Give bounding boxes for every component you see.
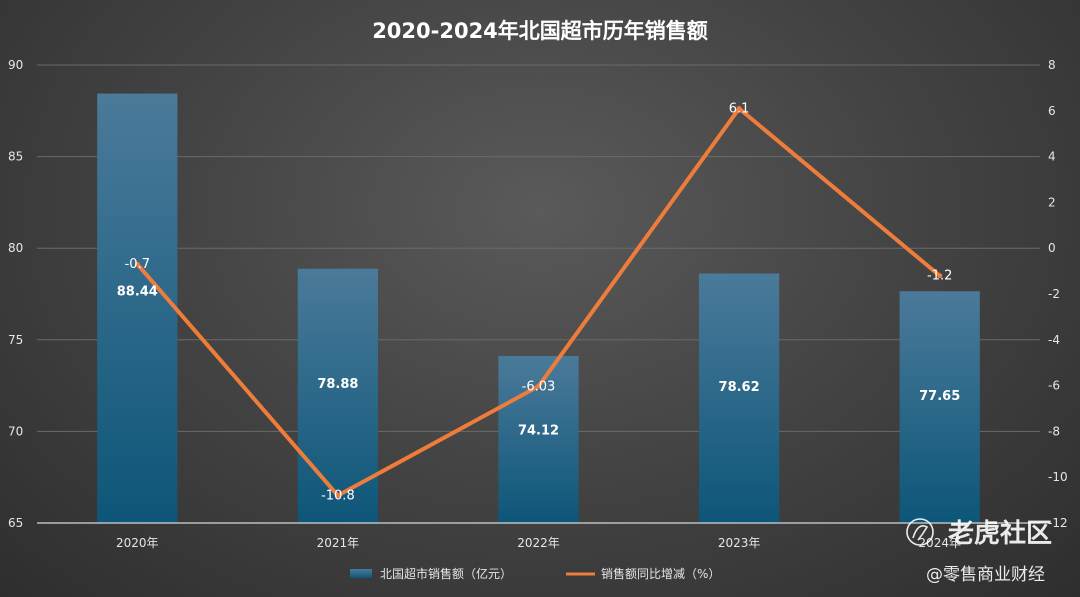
line-value-label: 6.1 — [729, 102, 750, 117]
x-tick-label: 2023年 — [718, 536, 761, 550]
y-right-tick-label: 4 — [1048, 150, 1056, 164]
y-left-tick-label: 85 — [8, 150, 23, 164]
watermark: 老虎社区 @零售商业财经 — [906, 518, 1052, 585]
y-right-tick-label: 2 — [1048, 195, 1056, 209]
y-right-tick-label: 6 — [1048, 104, 1056, 118]
line-value-label: -0.7 — [125, 257, 150, 272]
x-tick-label: 2022年 — [517, 536, 560, 550]
tiger-logo-icon — [906, 518, 934, 546]
legend-bar-swatch — [350, 569, 372, 578]
right-y-axis: -12 -10 -8 -6 -4 -2 0 2 4 6 8 — [1048, 58, 1068, 530]
bar — [297, 268, 379, 523]
data-labels: 88.44 78.88 74.12 78.62 77.65 -0.7 -10.8 -6.03 6… — [117, 102, 961, 504]
y-right-tick-label: -8 — [1048, 424, 1060, 438]
line-value-label: -6.03 — [522, 379, 556, 394]
bar — [698, 273, 780, 523]
y-right-tick-label: 0 — [1048, 241, 1056, 255]
legend: 北国超市销售额（亿元） 销售额同比增减（%） — [350, 566, 720, 581]
y-left-tick-label: 65 — [8, 516, 23, 530]
bar-value-label: 78.62 — [719, 380, 760, 395]
line-point — [335, 493, 341, 499]
x-tick-label: 2021年 — [317, 536, 360, 550]
bar — [899, 291, 980, 523]
y-right-tick-label: -2 — [1048, 287, 1060, 301]
line-point — [937, 273, 943, 279]
line-series — [134, 106, 943, 499]
legend-bar-label: 北国超市销售额（亿元） — [380, 566, 512, 581]
line-point — [134, 261, 140, 267]
y-right-tick-label: -6 — [1048, 379, 1060, 393]
x-tick-label: 2020年 — [116, 536, 159, 550]
y-right-tick-label: -12 — [1048, 516, 1068, 530]
y-left-tick-label: 75 — [8, 333, 23, 347]
y-right-tick-label: -10 — [1048, 470, 1068, 484]
y-left-tick-label: 80 — [8, 241, 23, 255]
watermark-brand: 老虎社区 — [948, 518, 1052, 549]
chart-title: 2020-2024年北国超市历年销售额 — [372, 19, 708, 43]
x-axis: 2020年 2021年 2022年 2023年 2024年 — [116, 536, 961, 550]
watermark-handle: @零售商业财经 — [926, 565, 1045, 585]
line-value-label: -1.2 — [927, 269, 952, 284]
bar-value-label: 77.65 — [919, 389, 960, 404]
x-tick-label: 2024年 — [918, 536, 961, 550]
bar — [97, 93, 178, 524]
left-y-axis: 65 70 75 80 85 90 — [8, 58, 23, 530]
y-right-tick-label: 8 — [1048, 58, 1056, 72]
y-left-tick-label: 70 — [8, 424, 23, 438]
bar-series — [97, 93, 980, 524]
legend-line-label: 销售额同比增减（%） — [601, 566, 720, 581]
tiger-logo-stroke — [912, 525, 929, 541]
line-point — [536, 383, 541, 389]
line-value-label: -10.8 — [321, 489, 355, 504]
y-left-tick-label: 90 — [8, 58, 23, 72]
line-point — [736, 106, 742, 112]
bar-value-label: 88.44 — [117, 284, 158, 299]
bar-value-label: 74.12 — [518, 423, 559, 438]
bar-value-label: 78.88 — [317, 377, 358, 392]
y-right-tick-label: -4 — [1048, 333, 1060, 347]
